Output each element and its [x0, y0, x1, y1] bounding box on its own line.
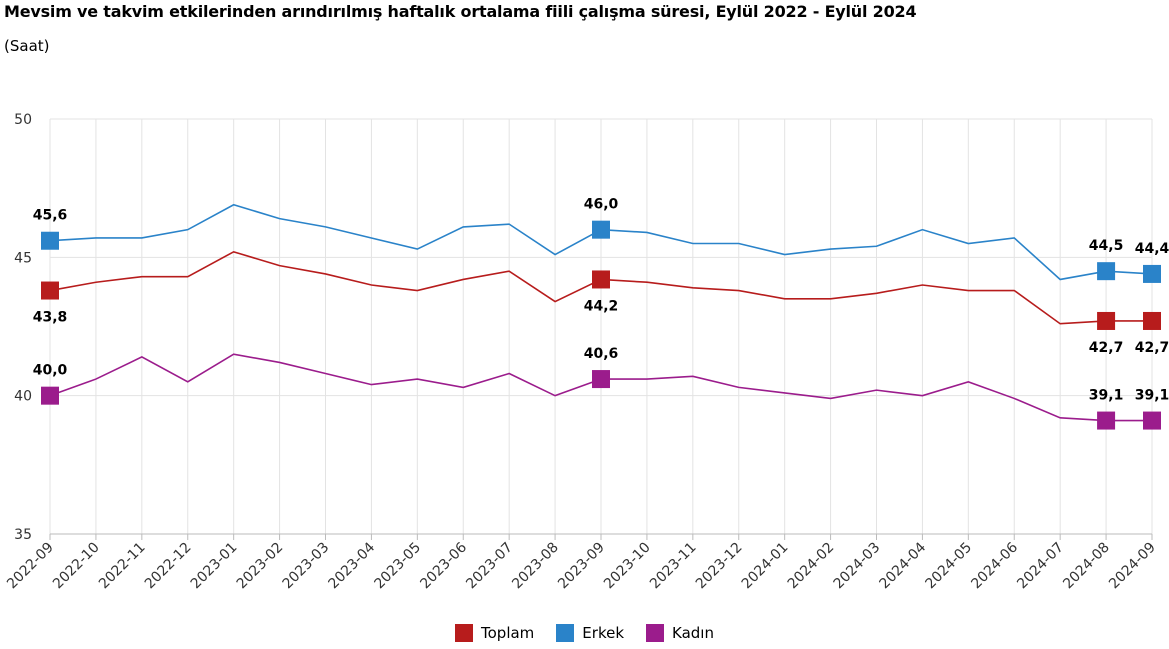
- legend-label-erkek: Erkek: [582, 624, 625, 642]
- x-tick-label: 2022-12: [142, 540, 195, 593]
- data-label-erkek: 44,5: [1089, 238, 1124, 254]
- legend-item-toplam[interactable]: Toplam: [455, 624, 534, 642]
- legend-swatch-erkek: [556, 624, 575, 642]
- x-tick-label: 2024-09: [1106, 540, 1159, 593]
- x-tick-label: 2022-10: [50, 540, 103, 593]
- data-label-kad-n: 40,0: [33, 363, 68, 379]
- data-point-erkek: [592, 220, 610, 239]
- legend-label-toplam: Toplam: [481, 624, 535, 642]
- x-tick-label: 2023-03: [280, 540, 333, 593]
- data-label-toplam: 42,7: [1135, 340, 1169, 356]
- legend: Toplam Erkek Kadın: [0, 624, 1169, 642]
- legend-item-kad-n[interactable]: Kadın: [646, 624, 714, 642]
- data-point-erkek: [41, 231, 59, 250]
- x-tick-label: 2023-06: [417, 539, 470, 592]
- data-point-toplam: [41, 281, 59, 300]
- data-label-toplam: 44,2: [584, 298, 619, 314]
- x-tick-label: 2024-03: [831, 540, 884, 593]
- x-tick-label: 2023-11: [647, 540, 700, 593]
- data-point-erkek: [1143, 264, 1161, 283]
- y-tick-label: 35: [14, 527, 32, 543]
- chart-title: Mevsim ve takvim etkilerinden arındırılm…: [4, 2, 917, 21]
- y-tick-label: 50: [14, 112, 32, 128]
- data-point-toplam: [1143, 311, 1161, 330]
- data-label-kad-n: 40,6: [584, 346, 619, 362]
- data-label-erkek: 45,6: [33, 208, 68, 224]
- x-tick-label: 2024-07: [1014, 540, 1067, 593]
- data-point-kad-n: [1097, 411, 1116, 430]
- x-tick-label: 2024-02: [785, 540, 838, 593]
- y-tick-label: 45: [14, 250, 32, 266]
- data-label-kad-n: 39,1: [1135, 388, 1169, 404]
- data-label-toplam: 42,7: [1089, 340, 1124, 356]
- data-label-toplam: 43,8: [33, 310, 68, 326]
- x-tick-label: 2024-01: [739, 540, 792, 593]
- data-point-kad-n: [41, 386, 59, 405]
- x-tick-label: 2023-01: [188, 540, 241, 593]
- y-tick-label: 40: [14, 389, 32, 405]
- legend-item-erkek[interactable]: Erkek: [556, 624, 624, 642]
- data-point-toplam: [1097, 311, 1116, 330]
- x-tick-label: 2023-08: [509, 540, 562, 593]
- x-tick-label: 2022-11: [96, 540, 149, 593]
- x-tick-label: 2023-07: [463, 540, 516, 593]
- x-tick-label: 2024-06: [968, 539, 1021, 592]
- x-tick-label: 2023-12: [693, 540, 746, 593]
- line-chart: 354045502022-092022-102022-112022-122023…: [4, 112, 1169, 593]
- legend-swatch-kad-n: [646, 624, 665, 642]
- legend-label-kad-n: Kadın: [672, 624, 714, 642]
- x-tick-label: 2023-02: [234, 540, 287, 593]
- x-tick-label: 2023-10: [601, 540, 654, 593]
- legend-swatch-toplam: [455, 624, 473, 642]
- data-label-kad-n: 39,1: [1089, 388, 1124, 404]
- data-point-erkek: [1097, 262, 1116, 281]
- x-tick-label: 2024-08: [1060, 540, 1113, 593]
- data-point-toplam: [592, 270, 610, 289]
- x-tick-label: 2022-09: [4, 540, 57, 593]
- data-point-kad-n: [592, 370, 610, 389]
- data-point-kad-n: [1143, 411, 1161, 430]
- x-tick-label: 2023-05: [371, 540, 424, 593]
- x-tick-label: 2024-04: [877, 539, 930, 592]
- x-tick-label: 2024-05: [922, 540, 975, 593]
- x-tick-label: 2023-09: [555, 540, 608, 593]
- data-label-erkek: 44,4: [1135, 241, 1169, 257]
- x-tick-label: 2023-04: [326, 539, 379, 592]
- data-label-erkek: 46,0: [584, 197, 619, 213]
- chart-subtitle: (Saat): [4, 37, 50, 55]
